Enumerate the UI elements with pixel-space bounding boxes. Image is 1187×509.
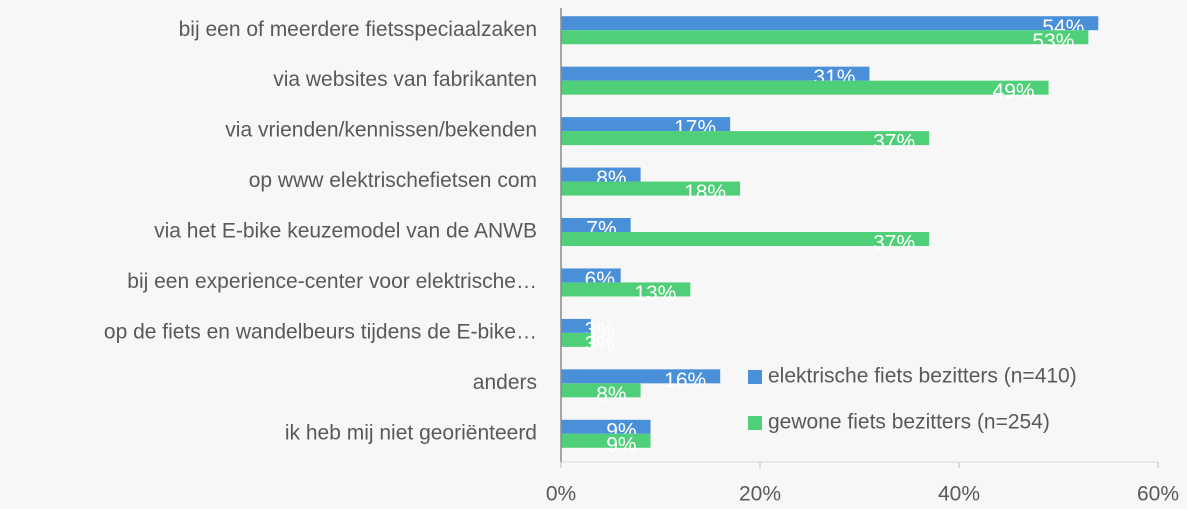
category-label: ik heb mij niet georiënteerd bbox=[285, 421, 537, 444]
value-label: 9% bbox=[606, 433, 636, 456]
bar bbox=[561, 218, 631, 232]
category-label: via het E-bike keuzemodel van de ANWB bbox=[154, 220, 537, 243]
bar bbox=[561, 30, 1089, 45]
category-label: via websites van fabrikanten bbox=[273, 68, 537, 91]
bar bbox=[561, 80, 1049, 95]
bar bbox=[561, 16, 1099, 31]
value-label: 18% bbox=[684, 181, 726, 204]
x-tick-label: 40% bbox=[938, 483, 980, 506]
value-label: 49% bbox=[993, 80, 1035, 103]
bar bbox=[561, 131, 930, 146]
x-tick-label: 60% bbox=[1137, 483, 1179, 506]
bar bbox=[561, 167, 641, 182]
bar bbox=[561, 66, 870, 81]
bar bbox=[561, 383, 641, 398]
bar bbox=[561, 433, 651, 448]
bar bbox=[561, 117, 731, 132]
bar bbox=[561, 369, 721, 384]
legend-label: gewone fiets bezitters (n=254) bbox=[768, 411, 1050, 434]
value-label: 37% bbox=[873, 232, 915, 255]
value-label: 53% bbox=[1032, 30, 1074, 53]
category-label: op www elektrischefietsen com bbox=[249, 169, 537, 192]
value-label: 8% bbox=[596, 383, 626, 406]
category-label: via vrienden/kennissen/bekenden bbox=[225, 119, 537, 142]
bar bbox=[561, 181, 741, 196]
x-tick-label: 0% bbox=[546, 483, 576, 506]
value-label: 16% bbox=[664, 369, 706, 392]
category-label: op de fiets en wandelbeurs tijdens de E-… bbox=[104, 320, 537, 343]
bar bbox=[561, 268, 621, 283]
bar bbox=[561, 282, 691, 297]
bar bbox=[561, 332, 591, 347]
category-label: anders bbox=[473, 371, 537, 394]
category-label: bij een of meerdere fietsspeciaalzaken bbox=[179, 18, 537, 41]
bar bbox=[561, 232, 930, 246]
legend-swatch bbox=[748, 416, 762, 430]
legend-label: elektrische fiets bezitters (n=410) bbox=[768, 365, 1077, 388]
value-label: 13% bbox=[634, 282, 676, 305]
category-label: bij een experience-center voor elektrisc… bbox=[127, 270, 537, 293]
value-label: 3% bbox=[585, 318, 615, 341]
legend-swatch bbox=[748, 370, 762, 384]
bar bbox=[561, 318, 591, 333]
value-label: 37% bbox=[873, 131, 915, 154]
bar bbox=[561, 419, 651, 434]
value-label: 3% bbox=[585, 332, 615, 355]
x-tick-label: 20% bbox=[739, 483, 781, 506]
